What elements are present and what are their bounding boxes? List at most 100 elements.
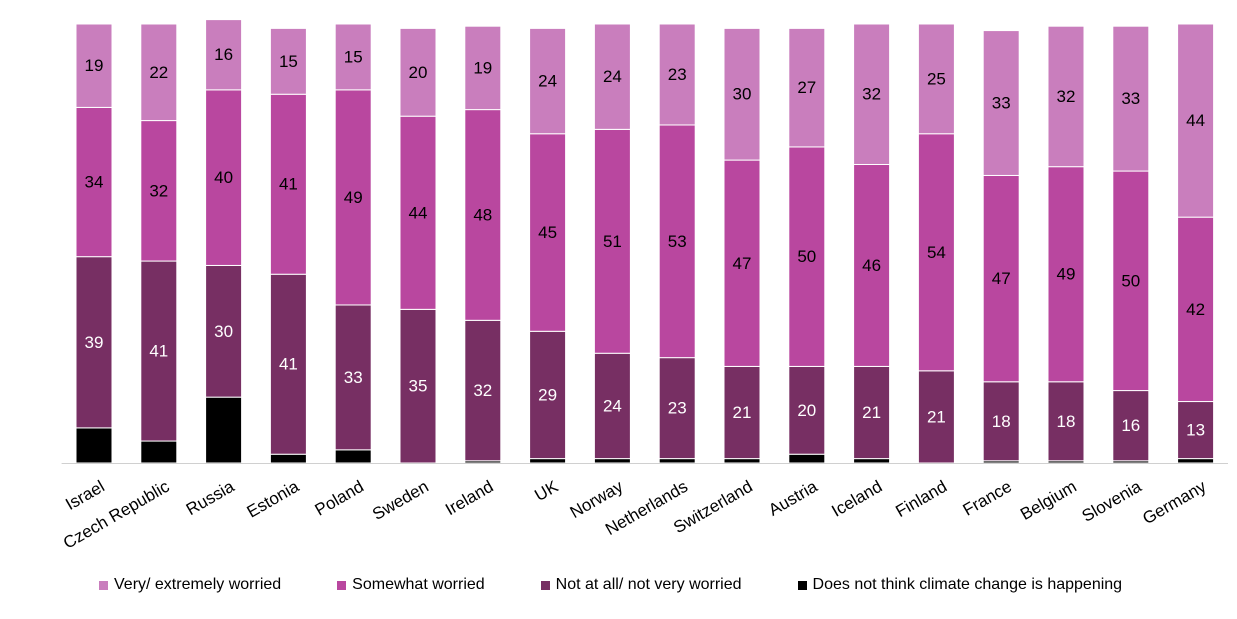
bar-segment [269, 93, 307, 275]
bar-segment [593, 128, 631, 354]
legend-label: Does not think climate change is happeni… [812, 576, 1123, 593]
bar-segment [75, 256, 113, 429]
data-label: 20 [797, 401, 816, 420]
bar-segment [1047, 166, 1085, 383]
legend-swatch [337, 580, 347, 590]
data-label: 27 [797, 78, 816, 97]
data-label: 24 [538, 72, 557, 91]
bar-segment [75, 23, 113, 108]
legend-swatch [540, 580, 550, 590]
bar-segment [917, 23, 955, 135]
x-tick-label: Sweden [369, 477, 432, 524]
bar-segment [205, 19, 243, 91]
data-label: 34 [85, 173, 104, 192]
x-tick-label: Slovenia [1079, 477, 1145, 526]
bar-segment [853, 458, 891, 464]
data-label: 30 [733, 85, 752, 104]
bar-segment [205, 89, 243, 266]
data-label: 15 [279, 52, 298, 71]
data-label: 21 [927, 407, 946, 426]
data-label: 19 [473, 58, 492, 77]
bar-segment [1177, 401, 1215, 460]
data-label: 54 [927, 243, 946, 262]
bar-segment [982, 174, 1020, 383]
bar-segment [529, 458, 567, 464]
bars-group: 39 34 19 41 32 22 30 40 16 41 41 15 33 49 15 35 44 20 32 48… [75, 19, 1215, 464]
bar-segment [334, 23, 372, 91]
data-label: 32 [1057, 87, 1076, 106]
data-label: 24 [603, 67, 622, 86]
data-label: 48 [473, 205, 492, 224]
bar-segment [205, 396, 243, 464]
bar-segment [723, 458, 761, 464]
bar-segment [788, 453, 826, 464]
data-label: 53 [668, 232, 687, 251]
data-label: 41 [149, 342, 168, 361]
bar-segment [529, 330, 567, 460]
legend-item: Not at all/ not very worried [540, 576, 742, 594]
bar-segment [75, 106, 113, 258]
x-tick-label: Estonia [244, 477, 303, 522]
bar-segment [205, 264, 243, 398]
data-label: 42 [1186, 300, 1205, 319]
data-label: 49 [344, 188, 363, 207]
legend-item: Very/ extremely worried [99, 576, 281, 594]
data-label: 50 [797, 247, 816, 266]
bar-segment [75, 427, 113, 464]
x-tick-label: France [960, 477, 1015, 520]
bar-segment [658, 124, 696, 359]
data-label: 33 [1121, 89, 1140, 108]
bar-segment [1112, 390, 1150, 462]
legend-item: Somewhat worried [337, 576, 485, 594]
data-label: 39 [85, 333, 104, 352]
bar-segment [658, 458, 696, 464]
bar-segment [399, 308, 437, 464]
bar-segment [1177, 216, 1215, 403]
data-label: 47 [733, 254, 752, 273]
data-label: 15 [344, 47, 363, 66]
x-tick-label: Poland [312, 477, 367, 520]
data-label: 23 [668, 399, 687, 418]
data-label: 18 [992, 412, 1011, 431]
x-tick-label: UK [531, 476, 562, 505]
x-tick-label: Iceland [828, 477, 885, 521]
bar-segment [269, 273, 307, 455]
data-label: 50 [1121, 271, 1140, 290]
bar-segment [1047, 25, 1085, 168]
bar-segment [1112, 170, 1150, 392]
data-label: 33 [344, 368, 363, 387]
data-label: 20 [409, 63, 428, 82]
data-label: 16 [1121, 416, 1140, 435]
bar-segment [140, 23, 178, 122]
bar-segment [853, 163, 891, 367]
bar-segment [140, 260, 178, 442]
legend-swatch [99, 580, 108, 590]
bar-segment [982, 381, 1020, 462]
data-label: 49 [1057, 265, 1076, 284]
bar-segment [529, 133, 567, 332]
data-label: 16 [214, 45, 233, 64]
data-label: 51 [603, 232, 622, 251]
bar-segment [1177, 458, 1215, 464]
data-label: 13 [1186, 421, 1205, 440]
stacked-bar-chart: 39 34 19 41 32 22 30 40 16 41 41 15 33 49 15 35 44 20 32 48… [60, 19, 1228, 553]
bar-segment [334, 304, 372, 451]
data-label: 18 [1057, 412, 1076, 431]
data-label: 19 [85, 56, 104, 75]
bar-segment [593, 23, 631, 130]
data-label: 32 [473, 381, 492, 400]
data-label: 33 [992, 94, 1011, 113]
x-tick-label: Israel [62, 477, 108, 514]
data-label: 25 [927, 69, 946, 88]
data-label: 45 [538, 223, 557, 242]
bar-segment [723, 27, 761, 161]
bar-segment [464, 109, 502, 321]
bar-segment [853, 23, 891, 165]
bar-segment [723, 159, 761, 367]
bar-segment [723, 365, 761, 460]
bar-segment [334, 449, 372, 464]
data-label: 21 [862, 403, 881, 422]
legend-swatch [797, 580, 807, 590]
legend-label: Somewhat worried [352, 576, 485, 593]
